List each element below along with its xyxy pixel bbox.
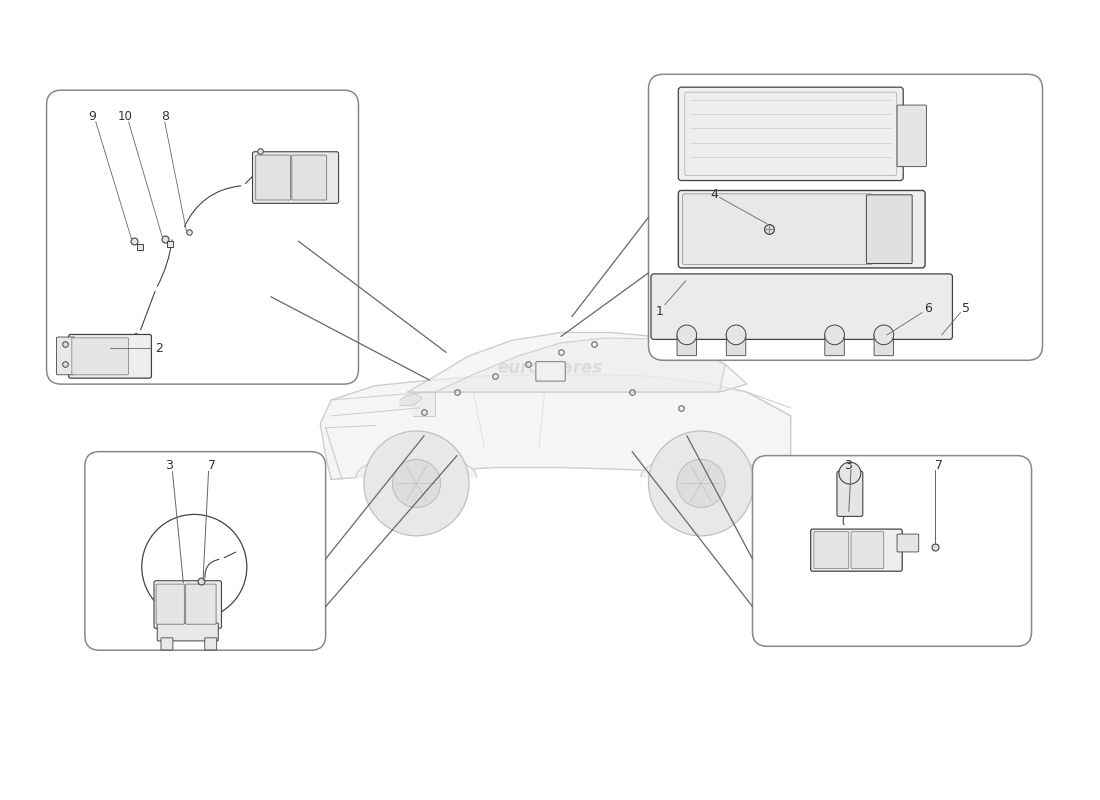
FancyBboxPatch shape [685,92,896,175]
FancyBboxPatch shape [726,334,746,356]
Text: eurospares: eurospares [162,540,249,554]
Text: eurospares: eurospares [497,359,603,378]
Circle shape [839,462,861,484]
FancyBboxPatch shape [814,532,849,569]
FancyBboxPatch shape [85,452,326,650]
Polygon shape [641,455,761,477]
FancyBboxPatch shape [752,456,1032,646]
Circle shape [726,325,746,345]
FancyBboxPatch shape [837,471,862,516]
FancyBboxPatch shape [679,87,903,181]
FancyBboxPatch shape [68,334,152,378]
FancyBboxPatch shape [678,334,696,356]
Circle shape [676,325,696,345]
Text: 5: 5 [961,302,970,315]
Circle shape [649,431,754,536]
Text: 10: 10 [118,110,133,123]
FancyBboxPatch shape [186,584,216,624]
FancyBboxPatch shape [825,334,845,356]
FancyBboxPatch shape [161,638,173,650]
Circle shape [364,431,469,536]
Circle shape [676,459,725,507]
Polygon shape [356,455,476,477]
FancyBboxPatch shape [154,581,221,629]
Circle shape [874,325,893,345]
Text: eurospares: eurospares [846,544,933,558]
FancyBboxPatch shape [649,74,1043,360]
FancyBboxPatch shape [867,195,912,263]
Circle shape [393,459,441,507]
Polygon shape [414,392,436,416]
FancyBboxPatch shape [156,584,185,624]
Circle shape [825,325,845,345]
FancyBboxPatch shape [851,532,883,569]
Text: 2: 2 [155,342,163,355]
FancyBboxPatch shape [255,155,290,200]
Text: 8: 8 [161,110,168,123]
Text: eurospares: eurospares [798,210,893,225]
FancyBboxPatch shape [896,105,926,166]
Text: 7: 7 [208,459,216,473]
FancyBboxPatch shape [157,623,218,641]
FancyBboxPatch shape [56,337,75,374]
Polygon shape [408,333,747,392]
Polygon shape [436,338,725,392]
Text: 1: 1 [656,305,663,318]
FancyBboxPatch shape [292,155,327,200]
Text: 4: 4 [711,188,718,201]
FancyBboxPatch shape [536,362,565,381]
FancyBboxPatch shape [72,338,129,374]
Text: 3: 3 [165,459,173,473]
FancyBboxPatch shape [679,190,925,268]
Polygon shape [400,394,422,406]
Polygon shape [320,374,791,499]
FancyBboxPatch shape [683,194,872,265]
FancyBboxPatch shape [896,534,918,552]
FancyBboxPatch shape [874,334,893,356]
Text: 3: 3 [844,458,851,472]
FancyBboxPatch shape [253,152,339,203]
Text: 7: 7 [935,458,943,472]
FancyBboxPatch shape [205,638,217,650]
Text: 9: 9 [89,110,97,123]
FancyBboxPatch shape [651,274,953,339]
Text: eurospares: eurospares [157,230,253,245]
Text: 6: 6 [924,302,932,315]
FancyBboxPatch shape [811,529,902,571]
FancyBboxPatch shape [46,90,359,384]
